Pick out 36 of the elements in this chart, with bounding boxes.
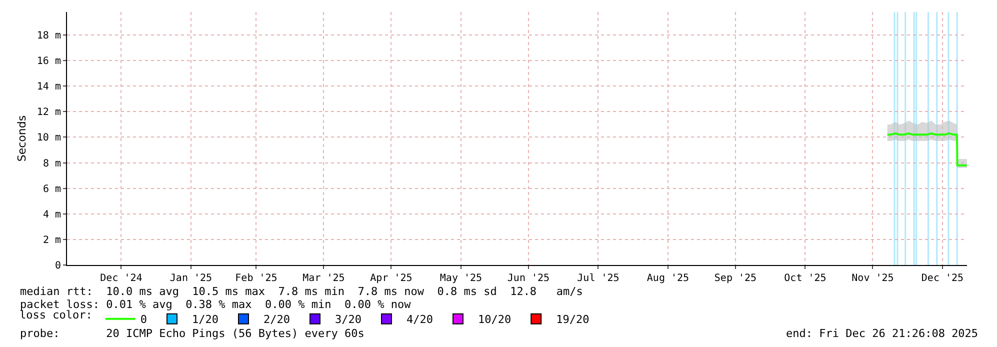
legend-label: 3/20 bbox=[334, 313, 362, 326]
legend-label: 10/20 bbox=[478, 313, 512, 326]
x-tick-label: Feb '25 bbox=[235, 273, 278, 284]
x-tick-label: Apr '25 bbox=[370, 273, 412, 284]
x-tick-label: May '25 bbox=[440, 273, 482, 284]
legend-label: 0 bbox=[140, 313, 147, 326]
y-tick-label: 6 m bbox=[42, 184, 61, 195]
y-tick-label: 18 m bbox=[36, 30, 61, 42]
x-tick-label: Jan '25 bbox=[170, 273, 212, 284]
y-tick-label: 14 m bbox=[36, 82, 61, 93]
y-tick-label: 4 m bbox=[42, 209, 61, 220]
text: end: Fri Dec 26 21:26:08 2025 bbox=[786, 327, 978, 340]
x-tick-label: Nov '25 bbox=[852, 273, 894, 284]
x-tick-label: Dec '25 bbox=[921, 273, 964, 284]
x-tick-label: Aug '25 bbox=[646, 273, 690, 284]
text: median rtt: 10.0 ms avg 10.5 ms max 7.8 ms min 7.8 ms now 0.8 ms sd 12.8 am/s bbox=[20, 285, 583, 298]
y-tick-label: 8 m bbox=[42, 158, 61, 170]
legend-label: 1/20 bbox=[192, 313, 218, 326]
y-tick-label: 12 m bbox=[36, 107, 61, 118]
x-tick-label: Jul '25 bbox=[577, 273, 620, 284]
x-tick-label: Mar '25 bbox=[302, 273, 345, 284]
legend-label: 2/20 bbox=[263, 313, 290, 326]
y-axis-title: Seconds bbox=[16, 115, 29, 162]
x-tick-label: Sep '25 bbox=[714, 273, 757, 284]
y-tick-label: 16 m bbox=[36, 56, 61, 68]
text: packet loss: 0.01 % avg 0.38 % max 0.00 % min 0.00 % now bbox=[20, 298, 412, 311]
y-tick-label: 10 m bbox=[36, 132, 61, 144]
x-tick-label: Oct '25 bbox=[784, 273, 826, 284]
y-tick-label: 0 bbox=[54, 260, 61, 272]
legend-label: 4/20 bbox=[406, 313, 433, 326]
legend-title: loss color: bbox=[20, 308, 92, 322]
x-tick-label: Dec '24 bbox=[100, 273, 142, 284]
y-tick-label: 2 m bbox=[42, 234, 61, 246]
text: probe: 20 ICMP Echo Pings (56 Bytes) every 60s bbox=[20, 327, 364, 340]
x-tick-label: Jun '25 bbox=[507, 273, 550, 284]
legend-label: 19/20 bbox=[556, 313, 590, 326]
